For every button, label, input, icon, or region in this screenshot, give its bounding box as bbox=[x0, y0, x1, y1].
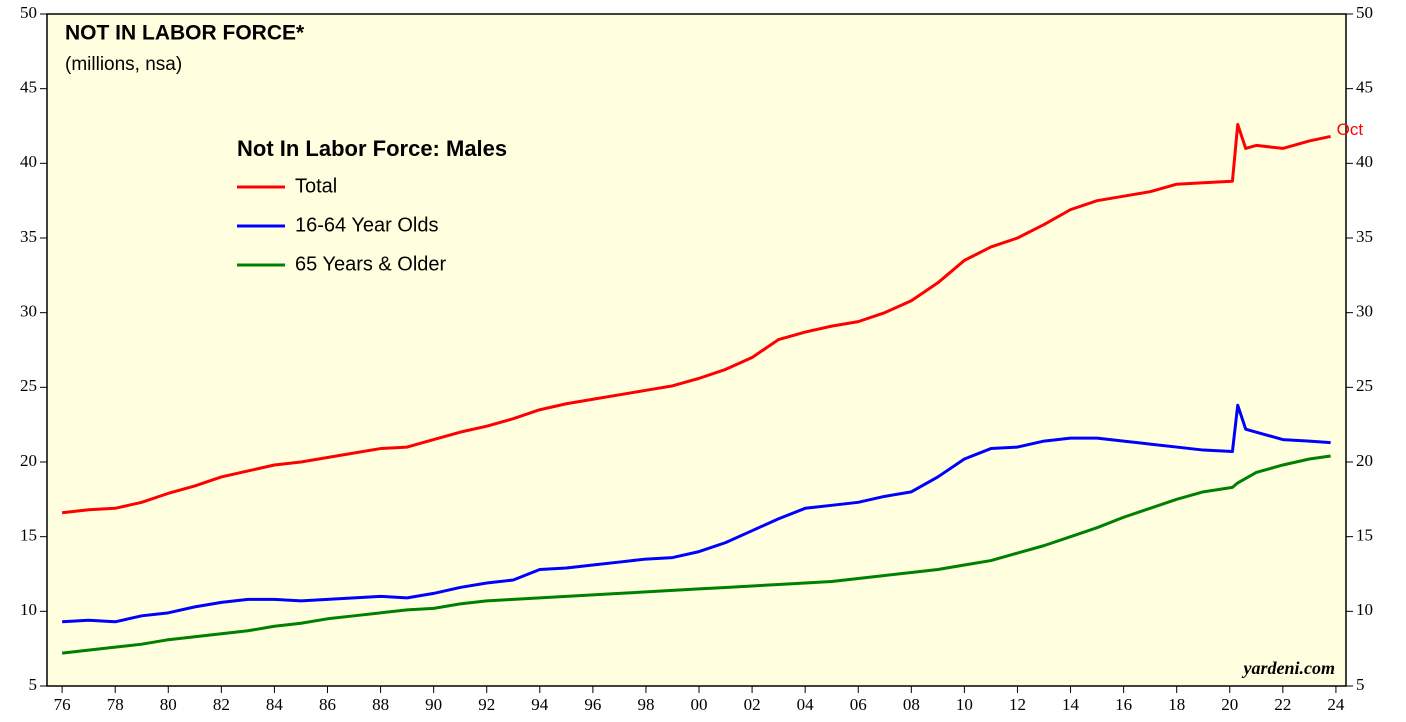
x-tick-label: 16 bbox=[1115, 695, 1132, 714]
x-tick-label: 90 bbox=[425, 695, 442, 714]
x-tick-label: 98 bbox=[637, 695, 654, 714]
source: yardeni.com bbox=[1242, 658, 1336, 678]
y2-tick-label: 10 bbox=[1356, 600, 1373, 619]
legend-label: 65 Years & Older bbox=[295, 253, 447, 275]
legend-title: Not In Labor Force: Males bbox=[237, 136, 507, 161]
y-tick-label: 35 bbox=[20, 227, 37, 246]
y-tick-label: 5 bbox=[29, 675, 38, 694]
y2-tick-label: 5 bbox=[1356, 675, 1365, 694]
legend-label: 16-64 Year Olds bbox=[295, 214, 438, 236]
y-tick-label: 45 bbox=[20, 78, 37, 97]
series-line bbox=[61, 454, 1331, 655]
x-tick-label: 82 bbox=[213, 695, 230, 714]
x-tick-label: 22 bbox=[1274, 695, 1291, 714]
y2-tick-label: 15 bbox=[1356, 526, 1373, 545]
chart-subtitle: (millions, nsa) bbox=[65, 54, 182, 75]
y2-tick-label: 20 bbox=[1356, 451, 1373, 470]
x-tick-label: 14 bbox=[1062, 695, 1080, 714]
x-tick-label: 84 bbox=[266, 695, 284, 714]
x-tick-label: 08 bbox=[903, 695, 920, 714]
y-tick-label: 20 bbox=[20, 451, 37, 470]
plot-area bbox=[46, 13, 1347, 687]
x-tick-label: 02 bbox=[744, 695, 761, 714]
annotation: Oct bbox=[1337, 120, 1364, 139]
y2-tick-label: 40 bbox=[1356, 152, 1373, 171]
y2-tick-label: 25 bbox=[1356, 376, 1373, 395]
y-tick-label: 25 bbox=[20, 376, 37, 395]
x-tick-label: 10 bbox=[956, 695, 973, 714]
x-tick-label: 24 bbox=[1327, 695, 1345, 714]
x-tick-label: 88 bbox=[372, 695, 389, 714]
chart-title: NOT IN LABOR FORCE* bbox=[65, 22, 305, 45]
x-tick-label: 94 bbox=[531, 695, 549, 714]
x-tick-label: 06 bbox=[850, 695, 867, 714]
x-tick-label: 76 bbox=[54, 695, 71, 714]
y-tick-label: 50 bbox=[20, 3, 37, 22]
y-tick-label: 30 bbox=[20, 302, 37, 321]
legend-label: Total bbox=[295, 175, 337, 197]
y2-tick-label: 30 bbox=[1356, 302, 1373, 321]
x-tick-label: 80 bbox=[160, 695, 177, 714]
y-tick-label: 40 bbox=[20, 152, 37, 171]
x-tick-label: 20 bbox=[1221, 695, 1238, 714]
y2-tick-label: 35 bbox=[1356, 227, 1373, 246]
x-tick-label: 04 bbox=[797, 695, 815, 714]
series-line bbox=[61, 123, 1331, 515]
x-tick-label: 00 bbox=[691, 695, 708, 714]
x-tick-label: 12 bbox=[1009, 695, 1026, 714]
y2-tick-label: 45 bbox=[1356, 78, 1373, 97]
series-line bbox=[62, 403, 1331, 624]
x-tick-label: 86 bbox=[319, 695, 336, 714]
x-tick-label: 78 bbox=[107, 695, 124, 714]
x-tick-label: 92 bbox=[478, 695, 495, 714]
y-tick-label: 10 bbox=[20, 600, 37, 619]
x-tick-label: 96 bbox=[584, 695, 601, 714]
y2-tick-label: 50 bbox=[1356, 3, 1373, 22]
x-tick-label: 18 bbox=[1168, 695, 1185, 714]
y-tick-label: 15 bbox=[20, 526, 37, 545]
